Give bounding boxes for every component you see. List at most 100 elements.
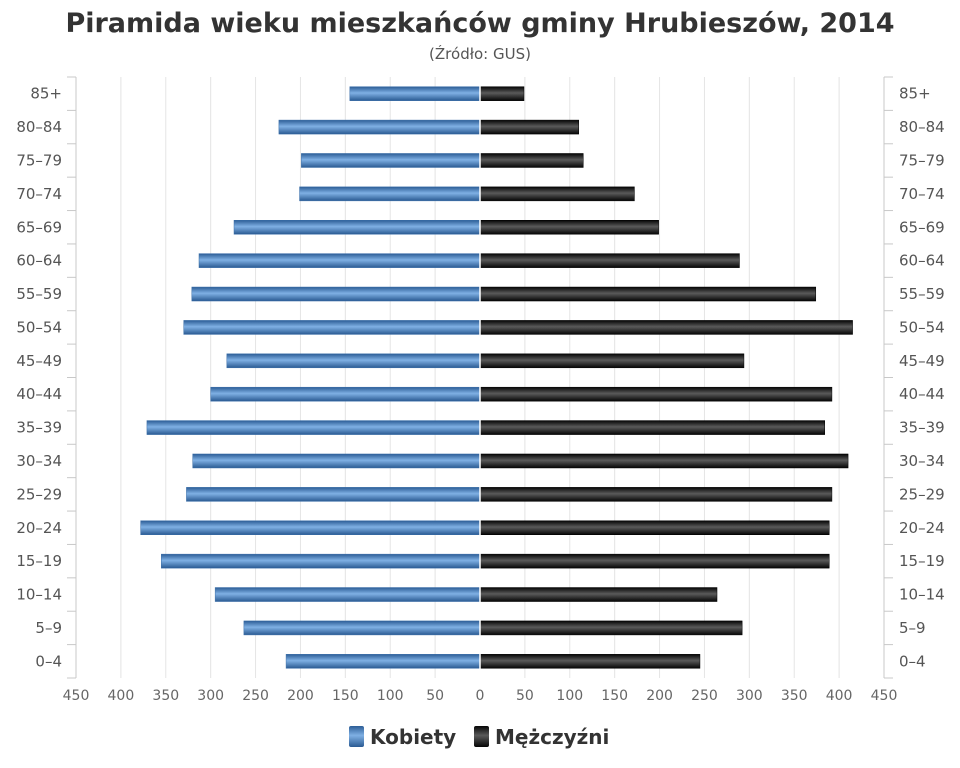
legend-swatch-mezczyzni [474,726,489,747]
category-label-right: 35–39 [899,419,945,437]
bar-kobiety [226,353,481,369]
bar-mezczyzni [479,320,853,335]
bar-kobiety [278,119,481,135]
bar-kobiety [301,153,481,168]
bar-mezczyzni [479,386,833,402]
bar-mezczyzni [479,587,718,602]
bar-mezczyzni [479,220,659,235]
x-tick-label: 100 [377,688,404,704]
x-tick-label: 350 [781,688,808,704]
bar-mezczyzni [479,286,817,302]
x-tick-label: 300 [197,688,224,704]
bar-kobiety [161,553,481,569]
category-label-right: 85+ [899,85,931,103]
x-tick-label: 450 [63,688,90,704]
x-tick-label: 50 [426,688,444,704]
bar-mezczyzni [479,119,580,135]
bar-kobiety [191,286,481,302]
bar-kobiety [140,520,481,535]
category-label-right: 55–59 [899,285,945,303]
category-labels: 85+ 85+ 80–84 80–84 75–79 75–79 70–74 70–74 65–6… [16,85,944,671]
category-label-left: 40–44 [16,385,62,403]
category-label-left: 85+ [30,85,62,103]
chart-title: Piramida wieku mieszkańców gminy Hrubies… [65,8,894,39]
category-label-right: 75–79 [899,151,945,169]
category-label-left: 60–64 [16,252,62,270]
x-tick-label: 150 [601,688,628,704]
bar-mezczyzni [479,420,825,435]
category-label-right: 40–44 [899,385,945,403]
bar-mezczyzni [479,186,635,202]
bar-mezczyzni [479,654,701,669]
category-label-left: 5–9 [35,619,62,637]
x-tick-label: 50 [516,688,534,704]
bar-mezczyzni [479,253,740,268]
x-tick-label: 200 [287,688,314,704]
bar-kobiety [233,220,481,235]
x-tick-label: 250 [242,688,269,704]
category-label-right: 80–84 [899,118,945,136]
category-label-left: 75–79 [16,151,62,169]
legend: Kobiety Mężczyźni [349,725,609,749]
x-tick-label: 200 [646,688,673,704]
grid [120,77,840,678]
chart-subtitle: (Źródło: GUS) [429,44,531,63]
bar-kobiety [192,453,481,469]
bars [140,77,853,678]
bar-kobiety [183,320,481,335]
category-label-right: 15–19 [899,552,945,570]
bar-kobiety [198,253,481,268]
x-tick-label: 400 [826,688,853,704]
legend-label-kobiety: Kobiety [370,725,456,749]
category-label-left: 70–74 [16,185,62,203]
bar-mezczyzni [479,620,743,636]
category-label-left: 45–49 [16,352,62,370]
x-tick-label: 250 [691,688,718,704]
category-label-right: 30–34 [899,452,945,470]
legend-label-mezczyzni: Mężczyźni [495,725,609,749]
bar-kobiety [186,487,481,502]
category-label-left: 25–29 [16,485,62,503]
x-tick-label: 450 [871,688,898,704]
bar-mezczyzni [479,153,584,168]
category-label-left: 35–39 [16,419,62,437]
category-label-right: 5–9 [899,619,926,637]
category-label-left: 20–24 [16,519,62,537]
x-tick-label: 400 [108,688,135,704]
bar-mezczyzni [479,353,745,369]
bar-kobiety [243,620,481,636]
category-label-right: 60–64 [899,252,945,270]
category-label-left: 15–19 [16,552,62,570]
category-label-right: 45–49 [899,352,945,370]
bar-kobiety [299,186,481,202]
bar-kobiety [285,654,481,669]
bar-kobiety [349,86,481,101]
bar-mezczyzni [479,487,833,502]
category-label-right: 70–74 [899,185,945,203]
category-label-left: 0–4 [35,652,62,670]
category-label-right: 10–14 [899,586,945,604]
bar-kobiety [210,386,481,402]
axes [67,76,893,679]
bar-mezczyzni [479,86,525,101]
x-tick-label: 150 [332,688,359,704]
legend-swatch-kobiety [349,726,364,747]
bar-kobiety [214,587,481,602]
category-label-left: 10–14 [16,586,62,604]
category-label-left: 55–59 [16,285,62,303]
category-label-right: 65–69 [899,218,945,236]
bar-mezczyzni [479,453,849,469]
x-tick-labels: 450 400 350 300 250 200 150 100 50 0 50 100 150 200 25… [63,688,898,704]
x-tick-label: 300 [736,688,763,704]
category-label-left: 30–34 [16,452,62,470]
category-label-left: 50–54 [16,318,62,336]
bar-mezczyzni [479,520,830,535]
category-label-right: 50–54 [899,318,945,336]
bar-mezczyzni [479,553,830,569]
category-label-left: 65–69 [16,218,62,236]
x-tick-label: 350 [152,688,179,704]
category-label-right: 25–29 [899,485,945,503]
category-label-left: 80–84 [16,118,62,136]
x-tick-label: 100 [556,688,583,704]
